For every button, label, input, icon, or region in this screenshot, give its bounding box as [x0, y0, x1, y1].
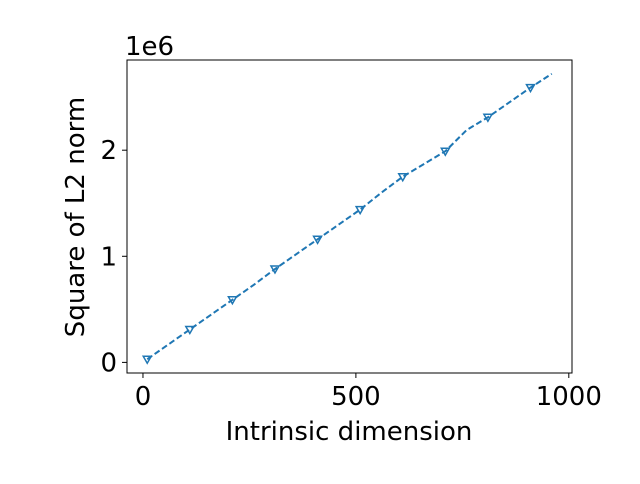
y-tick-label: 0: [100, 348, 117, 378]
data-marker: [227, 296, 238, 306]
y-tick-label: 1: [100, 242, 117, 272]
data-marker: [440, 147, 451, 157]
data-marker: [141, 355, 153, 365]
data-marker: [354, 205, 366, 216]
x-tick-label: 1000: [536, 382, 602, 412]
data-marker: [312, 235, 323, 245]
y-tick-label: 2: [100, 136, 117, 166]
data-marker: [525, 83, 536, 94]
data-marker: [482, 113, 494, 123]
data-marker: [269, 265, 281, 275]
x-tick-label: 0: [135, 382, 152, 412]
plot-frame: [126, 59, 573, 374]
y-offset-label: 1e6: [125, 32, 174, 62]
x-axis-label: Intrinsic dimension: [226, 417, 473, 447]
x-tick-label: 500: [331, 382, 381, 412]
y-axis-label: Square of L2 norm: [61, 97, 91, 337]
data-line: [146, 72, 553, 361]
data-marker: [397, 172, 409, 183]
data-marker: [184, 325, 196, 336]
